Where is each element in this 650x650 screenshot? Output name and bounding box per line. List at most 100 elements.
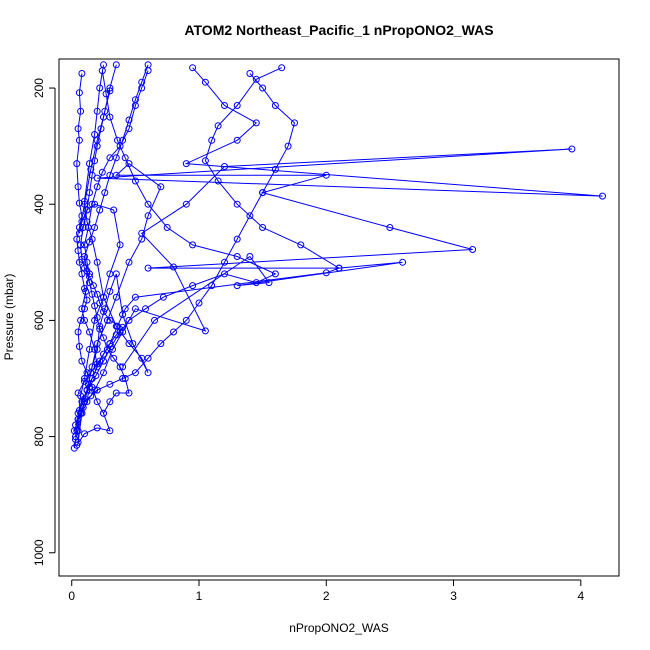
data-point — [182, 316, 190, 324]
series-line — [77, 67, 603, 443]
data-point — [88, 200, 96, 208]
data-point — [399, 258, 407, 266]
data-point — [144, 264, 152, 272]
series-line — [84, 73, 296, 403]
y-axis: 200 400 600 800 1000 — [32, 78, 56, 566]
data-point — [81, 241, 88, 249]
data-point — [81, 253, 88, 260]
data-point — [144, 212, 152, 220]
data-point — [75, 199, 83, 207]
data-point — [75, 406, 83, 414]
data-point — [74, 328, 82, 336]
data-point — [116, 142, 124, 150]
data-point — [73, 441, 81, 449]
data-point — [144, 200, 152, 208]
data-point — [106, 427, 114, 435]
data-point — [86, 189, 93, 197]
data-point — [100, 293, 107, 301]
data-point — [75, 89, 83, 97]
data-point — [93, 107, 101, 115]
data-point — [96, 84, 104, 92]
data-point — [96, 325, 104, 333]
data-point — [252, 119, 260, 127]
data-point — [78, 212, 86, 220]
data-point — [74, 125, 82, 133]
data-point — [233, 235, 241, 243]
data-point — [86, 345, 93, 353]
data-point — [97, 125, 105, 133]
data-point — [221, 163, 228, 170]
data-point — [189, 64, 197, 72]
x-tick-label: 3 — [450, 589, 457, 603]
data-point — [92, 372, 100, 380]
data-point — [83, 258, 91, 266]
data-point — [233, 200, 241, 208]
series-line — [73, 70, 149, 431]
data-point — [189, 282, 197, 290]
data-point — [322, 269, 330, 277]
x-tick-label: 2 — [323, 589, 330, 603]
series-line — [75, 64, 121, 437]
data-point — [125, 258, 133, 266]
data-point — [106, 113, 114, 121]
data-point — [246, 212, 254, 220]
data-point — [106, 316, 114, 324]
data-point — [93, 360, 101, 368]
series-10 — [73, 70, 114, 449]
data-point — [86, 238, 93, 246]
data-point — [91, 157, 99, 165]
data-point — [112, 61, 120, 69]
data-point — [93, 386, 101, 394]
data-point — [73, 160, 81, 168]
data-point — [233, 136, 241, 144]
data-point — [106, 171, 114, 179]
data-point — [100, 357, 107, 365]
data-point — [189, 241, 197, 249]
data-point — [93, 142, 101, 150]
data-point — [131, 96, 139, 104]
data-point — [93, 290, 101, 298]
data-point — [93, 258, 101, 266]
y-tick-label: 800 — [32, 426, 46, 446]
data-point — [125, 389, 133, 397]
series-7 — [72, 67, 279, 429]
data-point — [129, 340, 137, 348]
data-point — [246, 253, 254, 260]
data-point — [81, 430, 88, 438]
series-line — [83, 64, 149, 414]
data-point — [100, 409, 107, 417]
data-point — [144, 354, 152, 362]
data-point — [157, 340, 165, 348]
data-point — [201, 327, 209, 335]
data-point — [208, 282, 216, 290]
data-point — [297, 241, 305, 249]
data-point — [252, 279, 260, 287]
series-line — [77, 90, 124, 394]
data-point — [81, 377, 88, 385]
data-point — [138, 78, 146, 86]
data-point — [72, 421, 79, 429]
series-1 — [70, 160, 477, 452]
data-point — [74, 247, 82, 255]
data-point — [83, 369, 91, 377]
data-point — [74, 389, 82, 397]
data-point — [599, 192, 606, 200]
data-point — [86, 279, 93, 287]
data-point — [182, 160, 190, 168]
y-tick-label: 1000 — [32, 539, 46, 566]
data-point — [106, 287, 114, 295]
data-point — [93, 314, 101, 321]
data-point — [77, 316, 85, 324]
data-point — [271, 270, 279, 278]
data-point — [93, 398, 101, 406]
data-point — [469, 246, 477, 253]
series-layer — [70, 61, 606, 452]
data-point — [75, 136, 83, 144]
data-point — [119, 311, 127, 319]
x-axis-label: nPropONO2_WAS — [289, 621, 389, 635]
data-point — [106, 380, 114, 388]
data-point — [201, 157, 209, 165]
data-point — [96, 206, 104, 214]
data-point — [86, 328, 93, 336]
